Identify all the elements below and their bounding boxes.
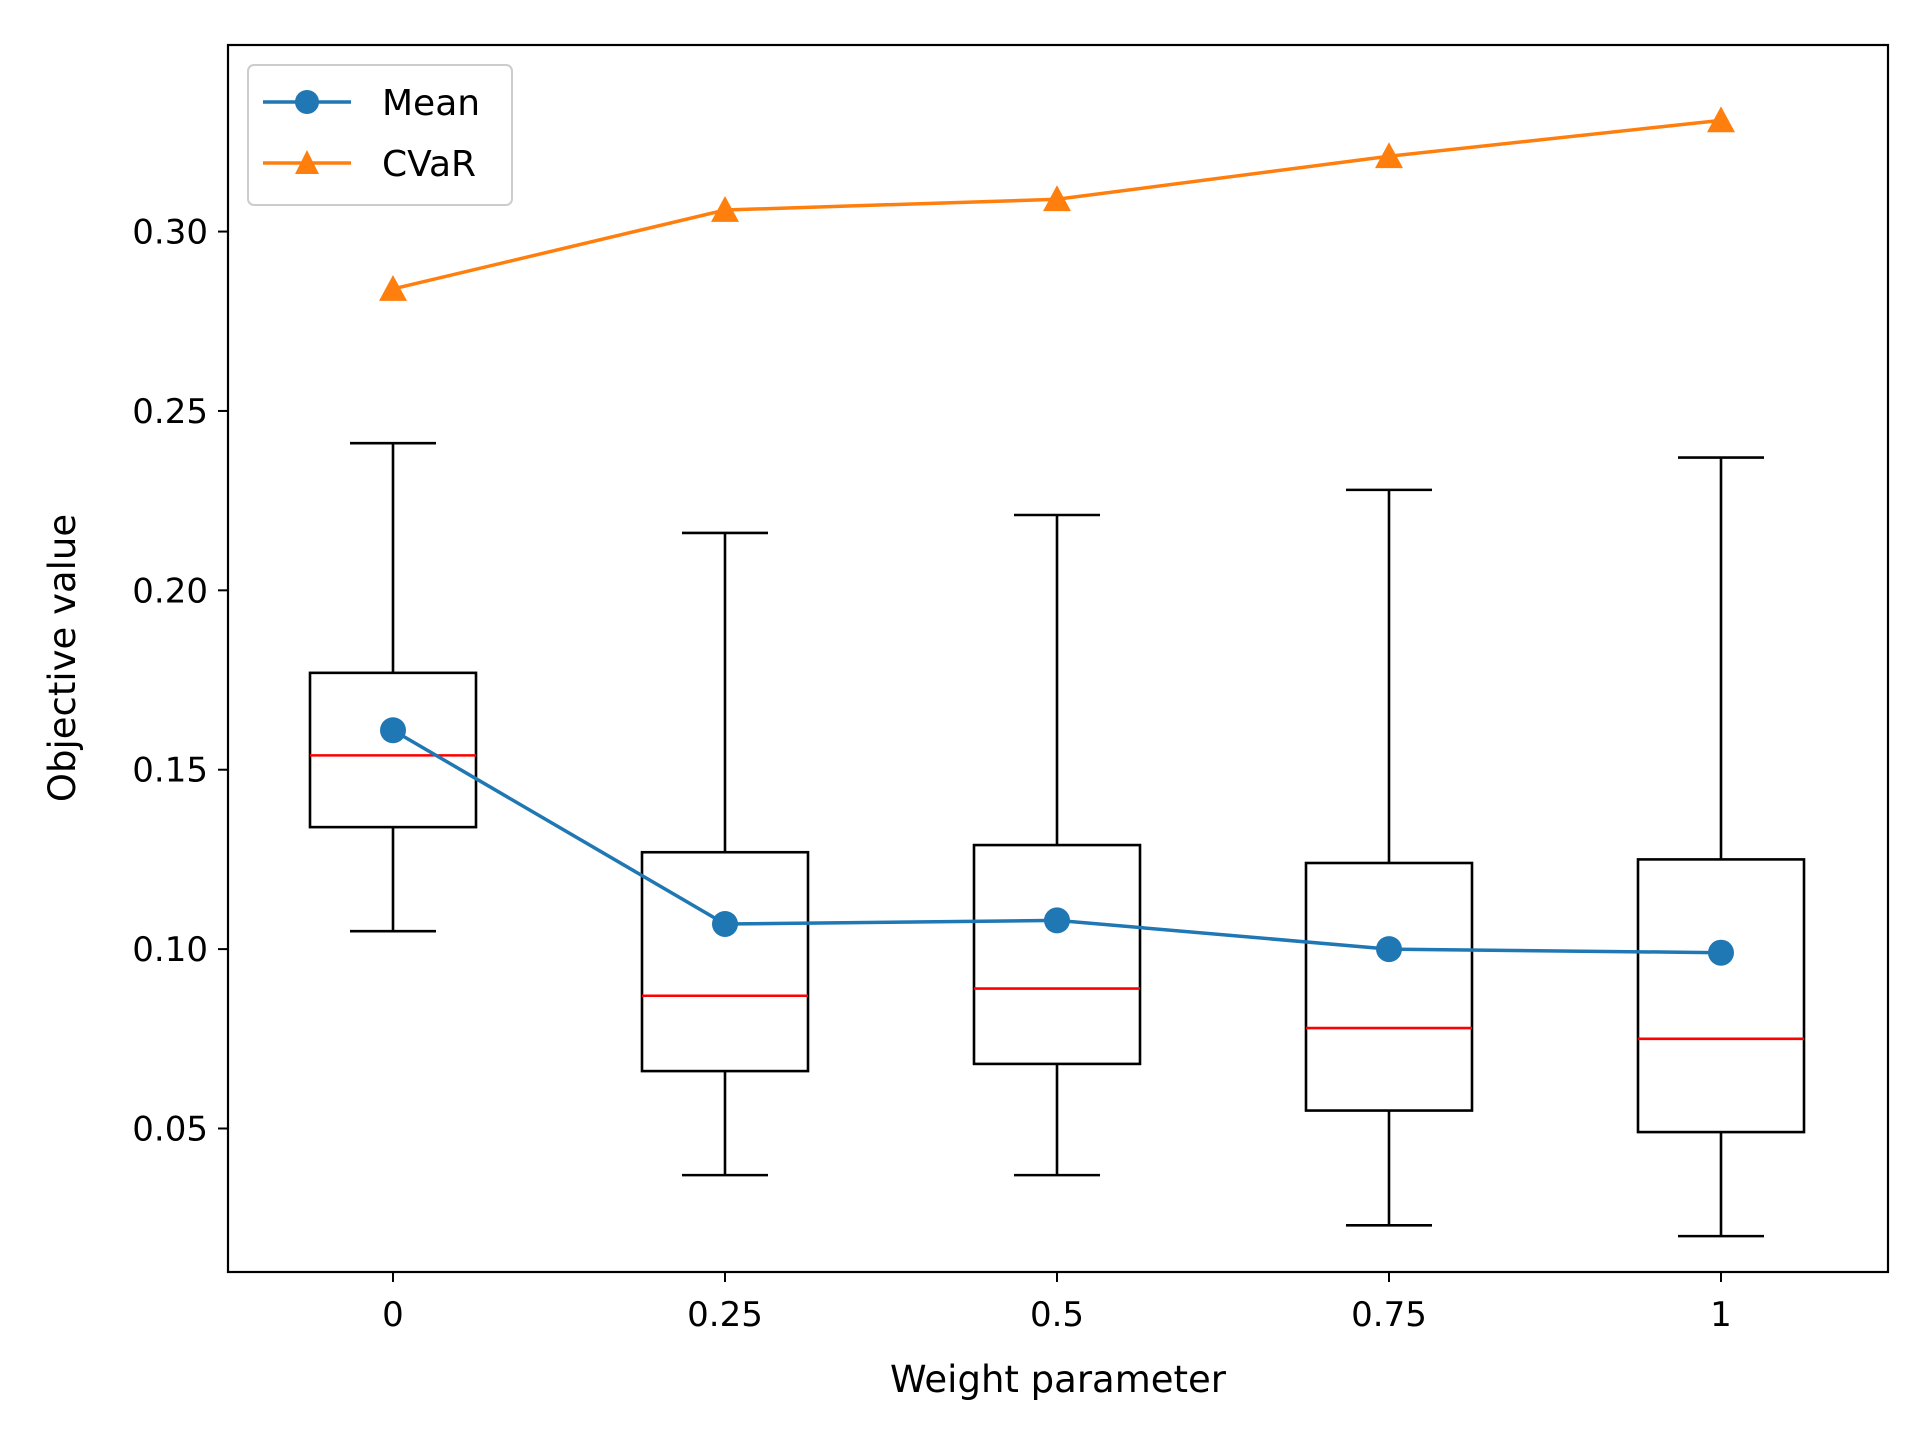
y-axis: 0.05 0.10 0.15 0.20 0.25 0.30 (132, 213, 228, 1149)
x-tick-label: 0 (382, 1295, 404, 1335)
x-axis-label: Weight parameter (890, 1358, 1227, 1401)
series-mean (380, 717, 1734, 966)
mean-point (380, 717, 406, 744)
cvar-point (1375, 142, 1403, 169)
y-tick-label: 0.15 (132, 751, 208, 791)
box-0 (308, 441, 478, 933)
box-iqr (1304, 861, 1474, 1112)
boxes-layer (308, 441, 1806, 1238)
box-0.5 (972, 513, 1142, 1177)
x-tick-label: 1 (1710, 1295, 1732, 1335)
legend-mean-marker (295, 90, 319, 114)
cvar-point (711, 196, 739, 222)
legend-mean-label: Mean (382, 83, 480, 124)
box-0.75 (1304, 488, 1474, 1227)
legend-cvar-label: CVaR (382, 144, 476, 185)
mean-point (712, 910, 738, 937)
x-tick-label: 0.5 (1030, 1295, 1084, 1335)
box-iqr (640, 850, 810, 1073)
x-axis: 0 0.25 0.5 0.75 1 (382, 1272, 1732, 1335)
cvar-point (1707, 106, 1735, 133)
y-tick-label: 0.30 (132, 213, 208, 253)
box-0.25 (640, 531, 810, 1177)
legend: Mean CVaR (247, 64, 513, 206)
mean-point (1044, 907, 1070, 934)
cvar-point (1043, 185, 1071, 212)
x-tick-label: 0.25 (687, 1295, 763, 1335)
mean-point (1376, 936, 1402, 963)
series-cvar (379, 106, 1735, 301)
cvar-point (379, 274, 407, 301)
y-tick-label: 0.25 (132, 392, 208, 432)
y-tick-label: 0.20 (132, 571, 208, 611)
box-iqr (308, 671, 478, 829)
box-iqr (972, 843, 1142, 1066)
series-layer (379, 106, 1735, 966)
y-tick-label: 0.05 (132, 1109, 208, 1149)
y-tick-label: 0.10 (132, 930, 208, 970)
x-tick-label: 0.75 (1351, 1295, 1427, 1335)
box-1 (1636, 456, 1806, 1238)
box-iqr (1636, 858, 1806, 1134)
legend-cvar-marker (295, 150, 319, 174)
y-axis-label: Objective value (41, 514, 84, 802)
mean-point (1708, 939, 1734, 966)
